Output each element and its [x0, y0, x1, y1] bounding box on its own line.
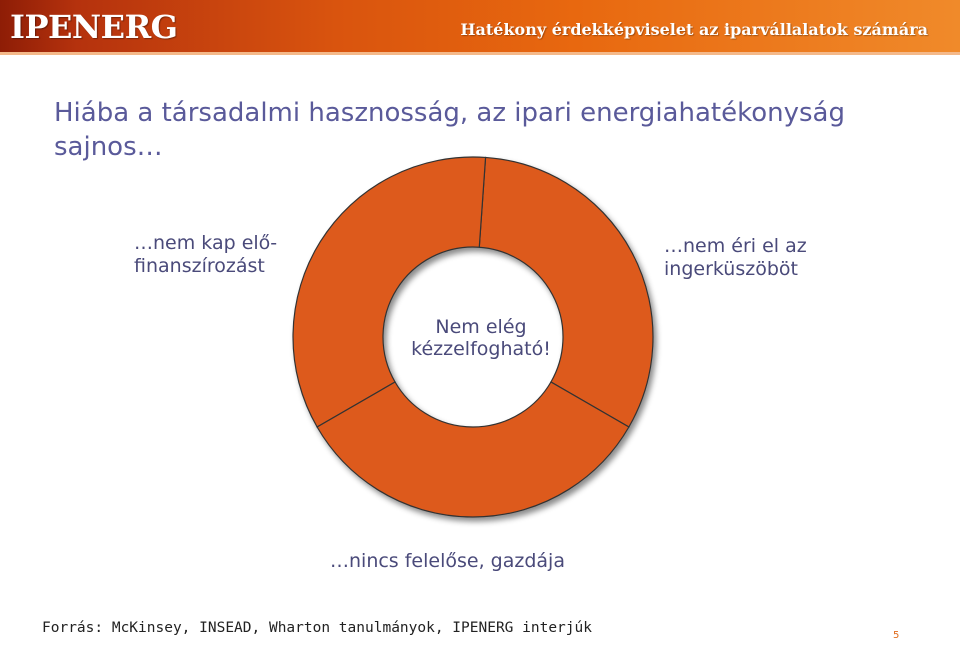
label-no-owner: …nincs felelőse, gazdája — [330, 550, 565, 572]
segment-left — [292, 156, 487, 428]
slide-title: Hiába a társadalmi hasznosság, az ipari … — [54, 98, 845, 162]
brand-logo: IPENERG — [10, 8, 178, 46]
segment-right — [478, 156, 654, 428]
segment-bottom — [316, 381, 630, 518]
page-number: 5 — [893, 630, 900, 641]
label-no-prefinancing: …nem kap elő- finanszírozást — [134, 232, 278, 277]
header-banner: IPENERG Hatékony érdekképviselet az ipar… — [0, 0, 960, 55]
center-label: Nem elég kézzelfogható! — [411, 316, 551, 361]
label-threshold: …nem éri el az ingerküszöböt — [664, 235, 807, 280]
header-tagline: Hatékony érdekképviselet az iparvállalat… — [460, 20, 928, 39]
source-note: Forrás: McKinsey, INSEAD, Wharton tanulm… — [42, 620, 592, 636]
